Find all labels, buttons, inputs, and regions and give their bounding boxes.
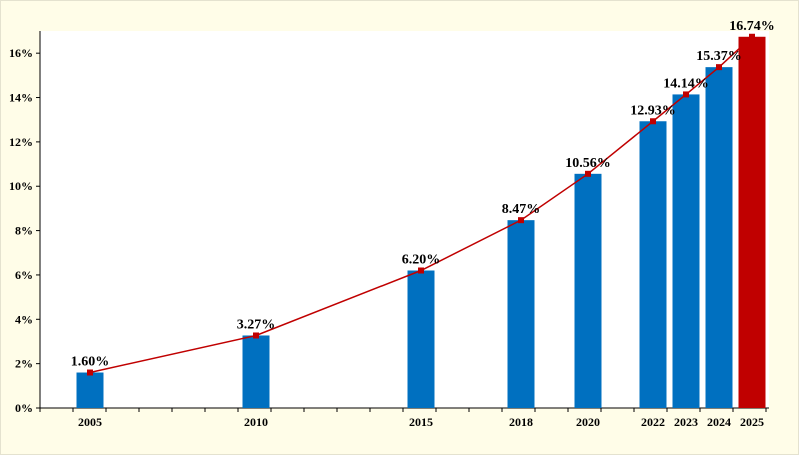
y-tick-label: 0% bbox=[15, 401, 33, 415]
y-tick-label: 8% bbox=[15, 224, 33, 238]
bar bbox=[672, 94, 700, 408]
x-tick-label: 2005 bbox=[78, 415, 102, 429]
line-marker bbox=[518, 217, 524, 224]
bar bbox=[639, 121, 667, 408]
x-tick-label: 2022 bbox=[641, 415, 665, 429]
bar bbox=[407, 270, 435, 408]
data-label: 1.60% bbox=[71, 355, 110, 370]
line-marker bbox=[253, 332, 259, 339]
bar bbox=[738, 36, 766, 409]
data-label: 15.37% bbox=[696, 49, 742, 64]
line-marker bbox=[585, 170, 591, 177]
data-label: 14.14% bbox=[663, 76, 709, 91]
data-label: 6.20% bbox=[402, 253, 441, 268]
bar bbox=[705, 67, 733, 408]
line-marker bbox=[683, 91, 689, 98]
x-tick-label: 2025 bbox=[740, 415, 764, 429]
data-label: 8.47% bbox=[502, 202, 541, 217]
line-marker bbox=[87, 369, 93, 376]
y-tick-label: 6% bbox=[15, 268, 33, 282]
x-tick-label: 2023 bbox=[674, 415, 698, 429]
x-tick-label: 2020 bbox=[576, 415, 600, 429]
line-marker bbox=[749, 33, 755, 40]
data-label: 12.93% bbox=[630, 103, 676, 118]
y-tick-label: 14% bbox=[9, 91, 33, 105]
x-tick-label: 2018 bbox=[509, 415, 533, 429]
y-tick-label: 4% bbox=[15, 312, 33, 326]
data-label: 10.56% bbox=[565, 156, 611, 171]
bar bbox=[507, 220, 535, 408]
y-tick-label: 16% bbox=[9, 46, 33, 60]
x-tick-label: 2010 bbox=[244, 415, 268, 429]
data-label: 3.27% bbox=[237, 317, 276, 332]
line-marker bbox=[418, 267, 424, 274]
x-tick-label: 2015 bbox=[409, 415, 433, 429]
bar bbox=[574, 173, 602, 408]
y-tick-label: 2% bbox=[15, 357, 33, 371]
line-marker bbox=[650, 118, 656, 125]
y-tick-label: 12% bbox=[9, 135, 33, 149]
bar bbox=[76, 372, 104, 408]
bar bbox=[242, 335, 270, 408]
x-tick-label: 2024 bbox=[707, 415, 731, 429]
data-label: 16.74% bbox=[729, 19, 775, 34]
line-marker bbox=[716, 64, 722, 71]
y-tick-label: 10% bbox=[9, 179, 33, 193]
